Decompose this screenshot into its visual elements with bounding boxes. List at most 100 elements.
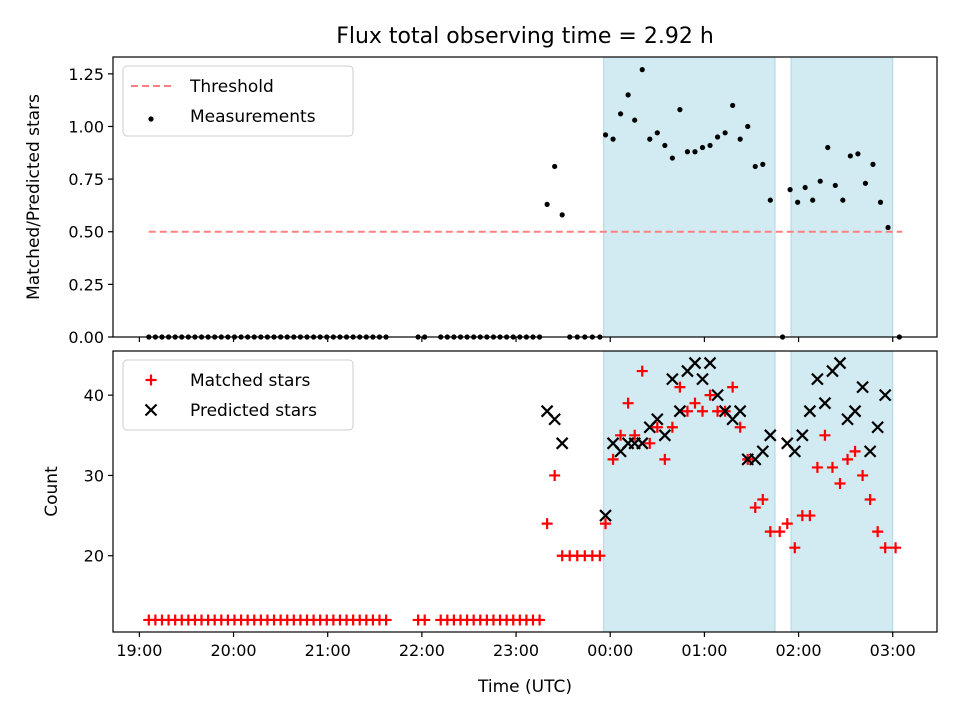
panel1-legend-marker-0 <box>145 374 157 386</box>
panel1-series0-point-88 <box>789 542 801 554</box>
count-panel: 20 30 40 19:00 20:00 21:00 22:00 23:00 00:00 01:0… <box>42 350 938 660</box>
panel1-series0-point-98 <box>864 494 876 506</box>
panel0-series0-point-57 <box>559 212 565 218</box>
panel1-series0-point-65 <box>615 429 627 441</box>
panel1-series0-point-99 <box>872 526 884 538</box>
x-tick-label-8: 03:00 <box>870 641 916 660</box>
panel0-shaded-interval-0 <box>603 56 776 338</box>
panel1-series1-point-10 <box>651 412 664 426</box>
panel0-series0-point-73 <box>677 107 683 113</box>
panel1-series0-point-62 <box>594 550 606 562</box>
panel0-shaded-interval-1 <box>790 56 894 338</box>
panel0-legend-marker-1 <box>148 116 154 122</box>
chart-title: Flux total observing time = 2.92 h <box>336 24 714 49</box>
panel1-series1-point-11 <box>658 429 672 442</box>
ratio-panel: 0.00 0.25 0.50 0.75 1.00 1.25 Matched/Predicte… <box>24 56 938 347</box>
panel1-series0-point-81 <box>734 421 746 433</box>
panel0-series0-point-81 <box>737 136 743 142</box>
panel1-series1-point-38 <box>871 420 884 434</box>
panel0-legend-box <box>122 65 354 137</box>
panel1-series0-point-92 <box>819 429 831 441</box>
panel0-series0-point-70 <box>654 130 660 136</box>
x-tick-label-4: 23:00 <box>493 641 539 660</box>
panel1-frame <box>112 350 938 633</box>
panel1-series0-point-56 <box>549 469 561 481</box>
panel0-y-tick-label-2: 0.50 <box>68 223 104 242</box>
panel1-series1-point-13 <box>673 404 687 418</box>
panel1-y-tick-label-0: 20 <box>84 547 104 566</box>
panel1-series1-point-2 <box>555 437 569 450</box>
panel1-series1-point-24 <box>756 445 770 458</box>
panel1-series0-point-76 <box>697 405 709 417</box>
panel1-legend-box <box>122 359 354 431</box>
panel1-series1-point-29 <box>803 404 817 418</box>
panel1-series0-point-94 <box>834 477 846 489</box>
panel0-series0-point-97 <box>862 180 869 186</box>
x-tick-label-2: 21:00 <box>305 641 351 660</box>
panel1-series0-point-83 <box>749 502 761 514</box>
panel1-series0-point-93 <box>826 461 838 473</box>
panel0-series0-point-63 <box>602 132 609 138</box>
panel1-series1-point-3 <box>599 509 612 522</box>
panel1-series0-point-66 <box>622 397 634 409</box>
panel1-series1-point-35 <box>848 404 862 418</box>
panel1-series0-point-54 <box>534 614 546 626</box>
panel0-y-tick-label-5: 1.25 <box>68 65 104 84</box>
panel0-series0-point-95 <box>847 153 853 159</box>
panel1-series0-point-68 <box>636 365 648 377</box>
panel1-series0-point-100 <box>879 542 891 554</box>
panel1-series0-point-63 <box>600 518 612 530</box>
panel0-series0-point-55 <box>544 201 550 207</box>
panel1-series0-point-69 <box>644 437 656 449</box>
panel0-series0-point-77 <box>707 142 713 149</box>
panel1-series0-point-70 <box>651 421 663 433</box>
panel1-series0-point-86 <box>774 526 786 538</box>
panel1-y-axis-label: Count <box>42 466 62 517</box>
panel0-series0-point-67 <box>632 117 638 123</box>
panel0-series0-point-82 <box>745 123 751 130</box>
panel0-y-tick-label-1: 0.25 <box>68 275 104 294</box>
panel1-series1-point-25 <box>764 429 777 442</box>
panel0-series0-point-100 <box>885 224 891 231</box>
panel1-series0-point-72 <box>666 421 678 433</box>
panel1-series1-point-18 <box>711 388 724 402</box>
panel0-series0-point-84 <box>760 161 766 167</box>
panel1-series1-point-36 <box>856 380 869 394</box>
panel1-series0-point-96 <box>849 445 861 457</box>
panel1-series0-point-64 <box>607 453 619 465</box>
panel0-y-tick-label-0: 0.00 <box>68 328 104 347</box>
panel0-series0-point-89 <box>802 184 808 191</box>
panel0-series0-point-66 <box>625 92 631 98</box>
panel1-legend-label-1: Predicted stars <box>190 401 317 421</box>
panel0-frame <box>112 56 938 338</box>
panel0-series0-point-93 <box>832 182 838 189</box>
panel0-series0-point-80 <box>730 102 736 109</box>
panel1-series0-point-75 <box>689 397 701 409</box>
panel0-series0-point-91 <box>817 178 823 184</box>
panel1-series1-point-39 <box>878 388 892 402</box>
panel1-series0-point-85 <box>764 526 776 538</box>
panel1-series0-point-87 <box>781 518 793 530</box>
panel1-series0-point-80 <box>727 381 739 393</box>
panel1-series1-point-8 <box>635 437 649 450</box>
panel0-series0-point-64 <box>610 136 616 142</box>
panel1-series0-point-74 <box>681 405 693 417</box>
panel0-series0-point-74 <box>684 149 691 155</box>
panel1-series1-point-31 <box>818 396 832 410</box>
panel0-y-tick-label-3: 0.75 <box>68 170 104 189</box>
x-tick-label-1: 20:00 <box>210 641 256 660</box>
panel1-y-tick-label-1: 30 <box>84 466 104 485</box>
panel1-shaded-interval-0 <box>603 350 776 633</box>
panel0-series0-point-98 <box>870 161 876 167</box>
panel0-y-tick-label-4: 1.00 <box>68 117 104 136</box>
panel0-y-axis-label: Matched/Predicted stars <box>24 94 44 300</box>
panel0-series0-point-87 <box>787 187 793 193</box>
panel1-series1-point-12 <box>666 372 679 386</box>
panel0-series0-point-99 <box>877 199 884 205</box>
panel0-series0-point-65 <box>617 111 624 117</box>
panel1-series0-point-73 <box>674 381 686 393</box>
panel1-series0-point-71 <box>659 453 671 465</box>
panel0-series0-point-72 <box>669 155 675 161</box>
x-tick-label-3: 22:00 <box>399 641 445 660</box>
